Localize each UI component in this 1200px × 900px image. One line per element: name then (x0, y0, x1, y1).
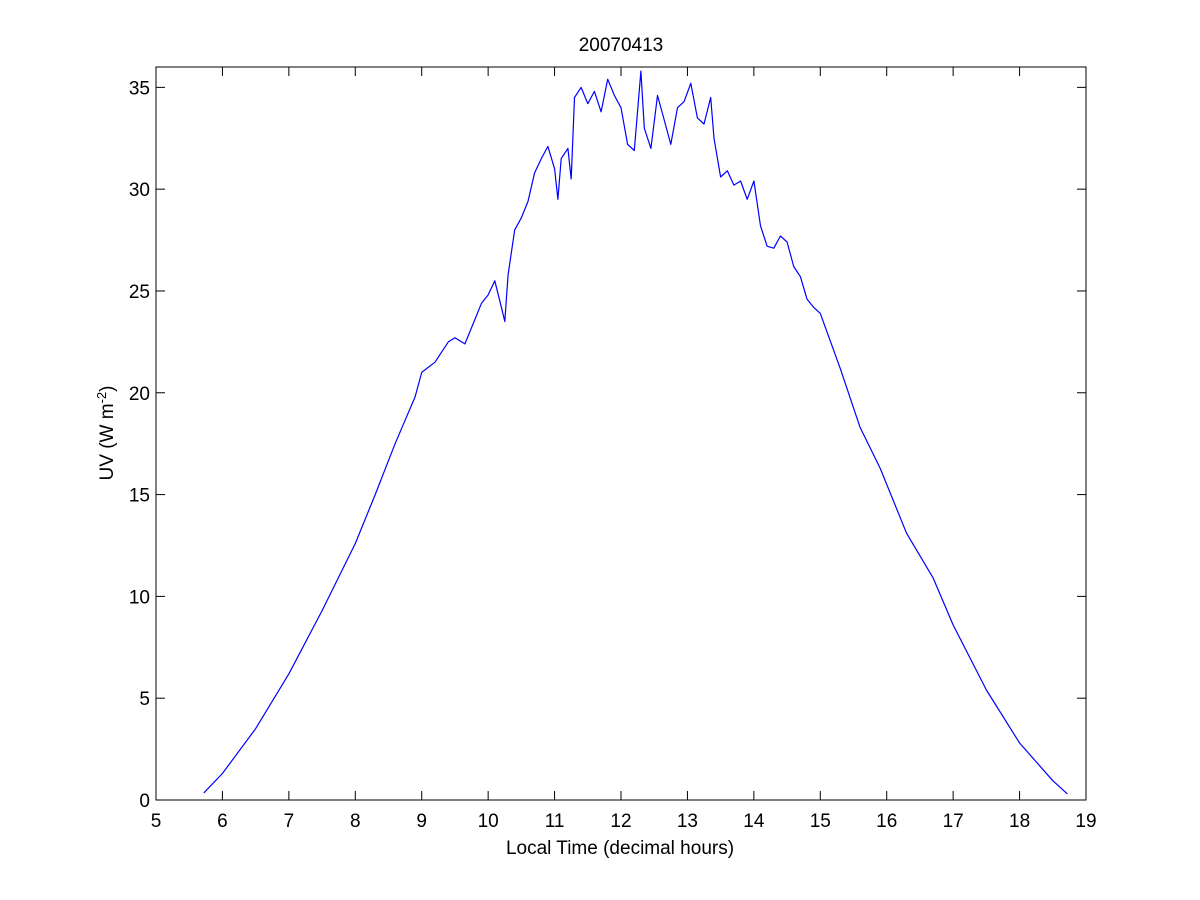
x-tick-label: 9 (416, 811, 427, 832)
y-axis-tick-labels: 0 5 10 15 20 25 30 35 (129, 78, 150, 812)
x-tick-label: 7 (284, 811, 295, 832)
y-tick-label: 5 (139, 689, 150, 710)
x-axis-ticks (155, 67, 1087, 800)
x-tick-label: 8 (350, 811, 361, 832)
y-tick-label: 35 (129, 78, 150, 99)
x-tick-label: 17 (943, 811, 964, 832)
y-tick-label: 20 (129, 384, 150, 405)
y-axis-label-superscript: -2 (94, 392, 109, 404)
x-tick-label: 18 (1009, 811, 1030, 832)
x-tick-label: 19 (1075, 811, 1096, 832)
x-axis-tick-labels: 5 6 7 8 9 10 11 12 13 14 15 16 17 18 19 (151, 811, 1097, 832)
y-axis-label-suffix: ) (97, 386, 118, 392)
x-tick-label: 6 (217, 811, 228, 832)
axes-box (155, 66, 1087, 801)
x-tick-label: 15 (810, 811, 831, 832)
y-axis-label-main: UV (W m (97, 403, 118, 480)
x-tick-label: 12 (610, 811, 631, 832)
y-tick-label: 10 (129, 587, 150, 608)
x-tick-label: 13 (677, 811, 698, 832)
x-tick-label: 5 (151, 811, 162, 832)
y-tick-label: 30 (129, 180, 150, 201)
series-line-uv (203, 70, 1068, 795)
y-tick-label: 15 (129, 486, 150, 507)
x-axis-label: Local Time (decimal hours) (506, 838, 734, 859)
chart-title: 20070413 (579, 35, 664, 56)
x-tick-label: 14 (743, 811, 765, 832)
x-tick-label: 10 (478, 811, 499, 832)
y-tick-label: 0 (139, 791, 150, 812)
y-tick-label: 25 (129, 282, 150, 303)
y-axis-label: UV (W m-2) (94, 386, 118, 481)
plot-area (156, 67, 1086, 800)
x-tick-label: 11 (545, 811, 565, 832)
x-tick-label: 16 (876, 811, 897, 832)
